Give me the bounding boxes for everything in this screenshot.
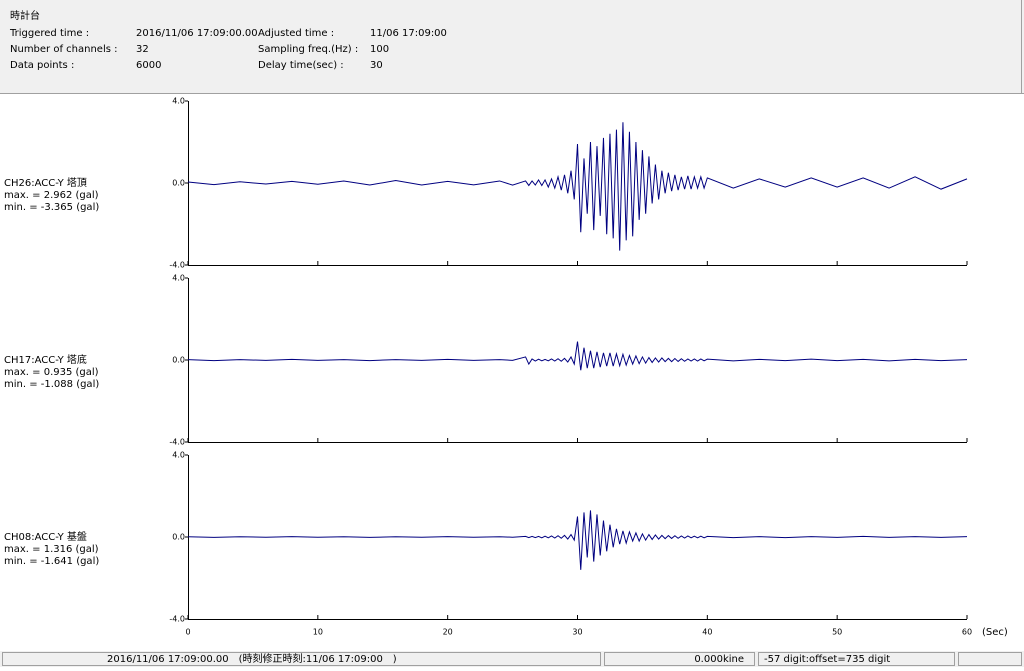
- y-tick-label: 4.0: [172, 274, 185, 283]
- min-label: min. = -3.365 (gal): [4, 202, 99, 213]
- x-axis-label: (Sec): [982, 627, 1008, 638]
- status-digit: -57 digit:offset=735 digit: [764, 654, 890, 665]
- field-label: Sampling freq.(Hz) :: [258, 44, 358, 55]
- x-tick-label: 10: [313, 628, 323, 637]
- field-value: 6000: [136, 60, 161, 71]
- x-tick-label: 20: [443, 628, 453, 637]
- status-panel: [604, 652, 755, 666]
- y-tick-label: 0.0: [172, 533, 185, 542]
- field-value: 30: [370, 60, 383, 71]
- field-label: Triggered time :: [9, 28, 89, 39]
- max-label: max. = 2.962 (gal): [4, 190, 99, 201]
- field-label: Delay time(sec) :: [258, 60, 344, 71]
- status-panel: [2, 652, 601, 666]
- status-bar: [0, 651, 1024, 667]
- channel-label: CH26:ACC-Y 塔頂: [4, 176, 87, 189]
- x-tick-label: 40: [702, 628, 712, 637]
- header-panel: [0, 0, 1024, 94]
- field-value: 32: [136, 44, 149, 55]
- x-tick-label: 60: [962, 628, 972, 637]
- y-tick-label: 0.0: [172, 179, 185, 188]
- x-tick-label: 50: [832, 628, 842, 637]
- y-tick-label: -4.0: [169, 438, 185, 447]
- channel-label: CH08:ACC-Y 基盤: [4, 530, 87, 543]
- y-tick-label: -4.0: [169, 615, 185, 624]
- max-label: max. = 0.935 (gal): [4, 367, 99, 378]
- field-value: 2016/11/06 17:09:00.00: [136, 28, 258, 39]
- min-label: min. = -1.641 (gal): [4, 556, 99, 567]
- min-label: min. = -1.088 (gal): [4, 379, 99, 390]
- field-label: Data points :: [10, 60, 74, 71]
- field-value: 100: [370, 44, 389, 55]
- waveform: [187, 341, 968, 371]
- status-panel: [758, 652, 955, 666]
- max-label: max. = 1.316 (gal): [4, 544, 99, 555]
- chart-area: [0, 94, 1024, 651]
- waveform: [187, 122, 968, 251]
- x-tick-label: 30: [572, 628, 582, 637]
- waveform: [187, 510, 968, 570]
- channel-label: CH17:ACC-Y 塔底: [4, 353, 87, 366]
- y-tick-label: -4.0: [169, 261, 185, 270]
- status-time: 2016/11/06 17:09:00.00 (時刻修正時刻:11/06 17:…: [107, 652, 397, 665]
- x-tick-label: 0: [185, 628, 190, 637]
- status-velocity: 0.000kine: [694, 654, 744, 665]
- y-tick-label: 4.0: [172, 451, 185, 460]
- y-tick-label: 4.0: [172, 97, 185, 106]
- field-label: Adjusted time :: [258, 28, 334, 39]
- header-title: 時計台: [10, 9, 40, 22]
- y-tick-label: 0.0: [172, 356, 185, 365]
- status-panel: [958, 652, 1022, 666]
- field-value: 11/06 17:09:00: [370, 28, 447, 39]
- field-label: Number of channels :: [10, 44, 118, 55]
